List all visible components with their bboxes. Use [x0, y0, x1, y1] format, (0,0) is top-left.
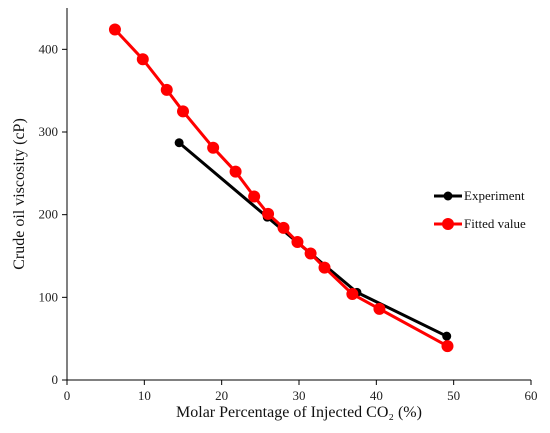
data-point-experiment: [442, 331, 452, 341]
data-point-fitted-value: [373, 302, 386, 315]
legend: Experiment Fitted value: [434, 188, 526, 231]
y-tick-label: 400: [39, 41, 59, 56]
data-point-fitted-value: [248, 190, 261, 203]
y-tick-label: 100: [39, 289, 59, 304]
series-line-fitted-value: [113, 28, 449, 348]
x-tick-label: 40: [370, 388, 383, 403]
legend-experiment-label: Experiment: [464, 188, 525, 203]
data-point-fitted-value: [108, 23, 121, 36]
data-point-fitted-value: [262, 207, 275, 220]
x-ticks: 0 10 20 30 40 50 60: [64, 380, 538, 403]
x-tick-label: 10: [138, 388, 151, 403]
y-ticks: 0 100 200 300 400: [39, 41, 67, 387]
x-axis-title: Molar Percentage of Injected CO₂ (%): [176, 404, 422, 421]
y-axis-title: Crude oil viscosity (cP): [11, 118, 28, 270]
series-layer: [108, 23, 454, 353]
legend-fitted-marker: [442, 218, 454, 230]
data-point-fitted-value: [346, 288, 359, 301]
x-tick-label: 30: [293, 388, 306, 403]
y-tick-label: 200: [39, 207, 59, 222]
data-point-fitted-value: [177, 105, 189, 118]
data-point-fitted-value: [277, 221, 290, 234]
plot-area: 0 10 20 30 40 50 60 0 100 200 300 400: [39, 8, 538, 403]
legend-fitted-label: Fitted value: [464, 216, 526, 231]
data-point-fitted-value: [160, 83, 173, 96]
data-point-fitted-value: [136, 53, 149, 66]
data-point-fitted-value: [229, 165, 242, 178]
x-tick-label: 50: [447, 388, 460, 403]
data-point-fitted-value: [207, 141, 220, 154]
data-point-experiment: [174, 138, 184, 148]
legend-experiment-marker: [443, 191, 453, 201]
y-tick-label: 0: [52, 372, 59, 387]
x-tick-label: 60: [525, 388, 538, 403]
x-tick-label: 0: [64, 388, 71, 403]
data-point-fitted-value: [441, 340, 454, 353]
data-point-fitted-value: [304, 247, 317, 260]
data-point-fitted-value: [291, 235, 304, 248]
y-tick-label: 300: [39, 124, 59, 139]
series-line-experiment: [178, 141, 448, 338]
x-tick-label: 20: [215, 388, 228, 403]
data-point-fitted-value: [318, 261, 331, 274]
